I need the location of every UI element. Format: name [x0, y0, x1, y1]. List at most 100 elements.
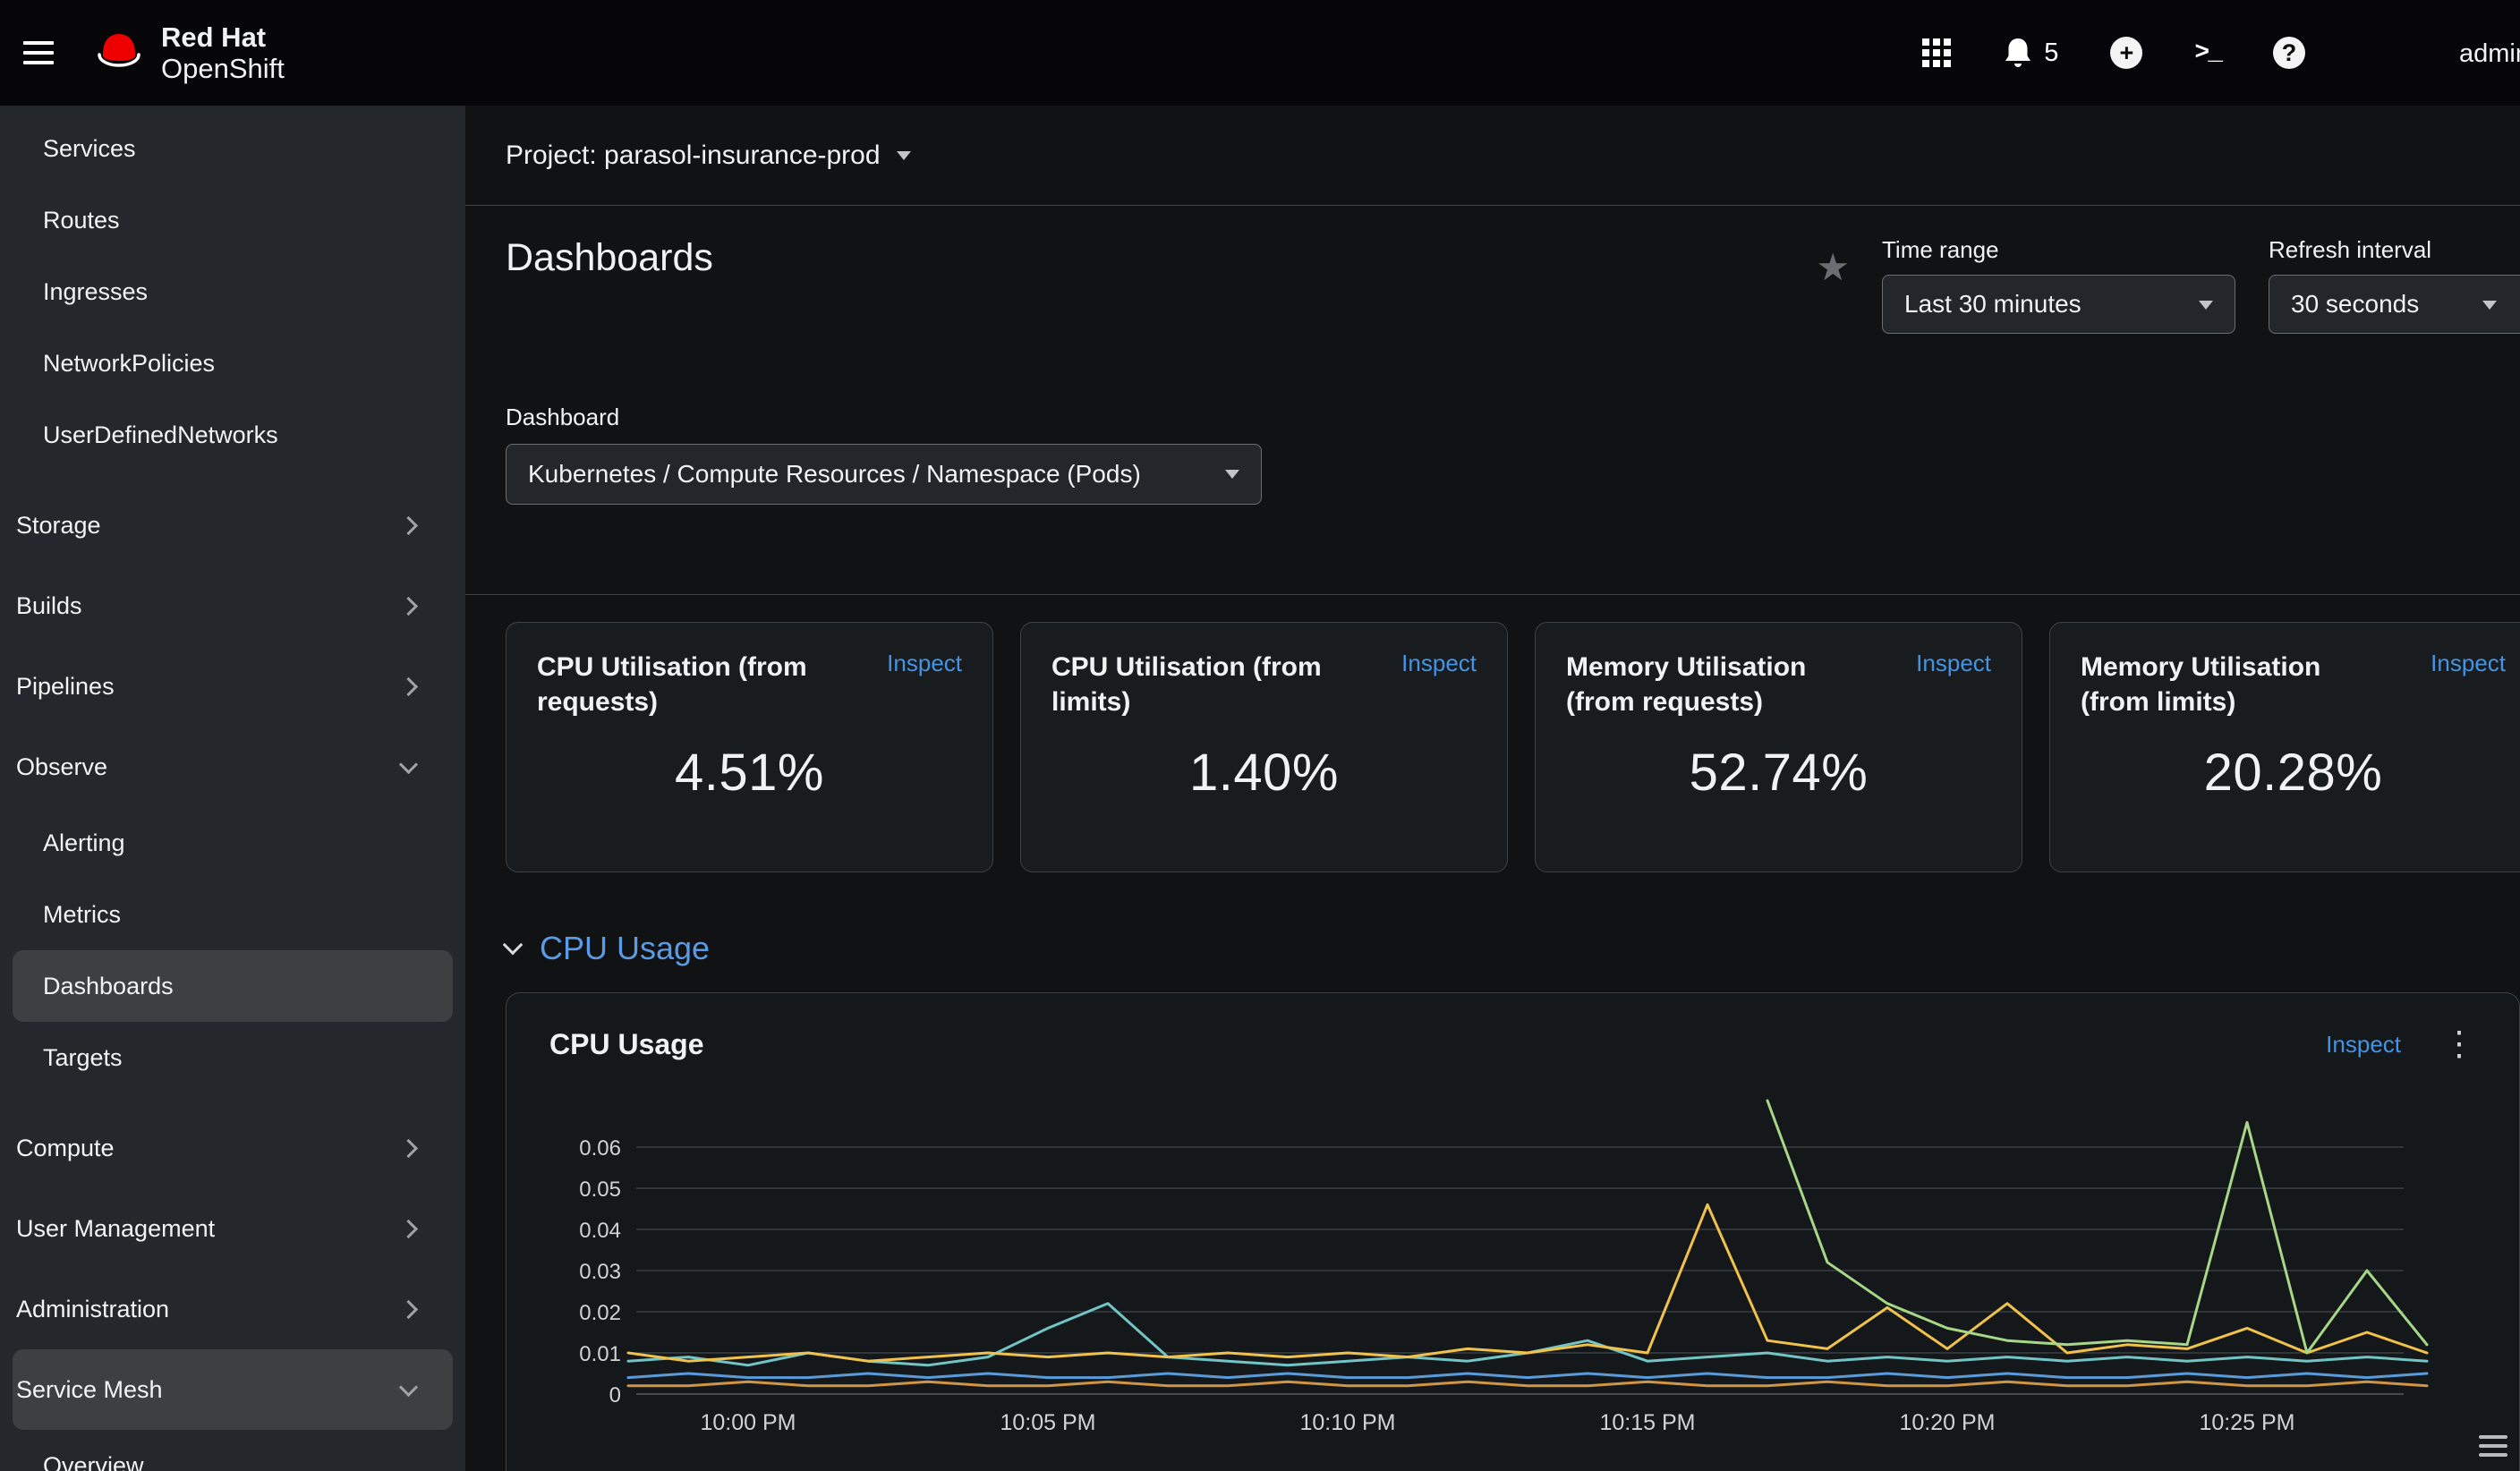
cpu-usage-chart-svg: 0 0.01 0.02 0.03 0.04 0.05 0.06 10:00 PM 10:05 P…	[579, 1099, 2429, 1435]
inspect-link[interactable]: Inspect	[887, 650, 962, 676]
sidebar-item-label: Compute	[16, 1134, 115, 1161]
sidebar-item-alerting[interactable]: Alerting	[13, 807, 453, 879]
favorite-star-icon[interactable]: ★	[1816, 246, 1850, 288]
chevron-down-icon	[398, 1377, 419, 1397]
app-launcher-icon[interactable]	[1922, 38, 1952, 67]
chevron-down-icon	[398, 754, 419, 774]
cpu-usage-section-title: CPU Usage	[540, 930, 711, 966]
svg-text:10:05 PM: 10:05 PM	[1000, 1410, 1095, 1435]
sidebar-item-services[interactable]: Services	[13, 113, 453, 184]
masthead: Red Hat OpenShift 5 + >_ ? adm	[0, 0, 2520, 106]
svg-text:10:25 PM: 10:25 PM	[2199, 1410, 2294, 1435]
sidebar-item-targets[interactable]: Targets	[13, 1022, 453, 1093]
brand-line1: Red Hat	[161, 21, 267, 53]
cpu-usage-chart: 0 0.01 0.02 0.03 0.04 0.05 0.06 10:00 PM 10:05 P…	[507, 1093, 2519, 1456]
svg-text:0.03: 0.03	[579, 1260, 621, 1284]
chart-line-series-blue	[626, 1372, 2429, 1380]
svg-text:0.01: 0.01	[579, 1342, 621, 1366]
cpu-usage-section-toggle[interactable]: CPU Usage	[502, 930, 2520, 967]
chart-options-icon[interactable]	[2479, 1430, 2520, 1469]
dashboard-label: Dashboard	[506, 404, 620, 430]
sidebar-item-observe[interactable]: Observe	[13, 727, 453, 807]
metric-card-memory-utilisation-from-limits-: Memory Utilisation (from limits) Inspect 2…	[2049, 622, 2520, 872]
sidebar-item-label: Targets	[43, 1043, 123, 1071]
notification-count: 5	[2044, 38, 2059, 67]
main-content: Project: parasol-insurance-prod Dashboar…	[465, 106, 2520, 1471]
time-range-label: Time range	[1882, 236, 1999, 263]
sidebar-item-label: Observe	[16, 753, 108, 780]
chevron-down-icon	[896, 150, 911, 160]
sidebar-item-label: Overview	[43, 1451, 144, 1471]
sidebar-item-pipelines[interactable]: Pipelines	[13, 646, 453, 727]
chevron-down-icon	[2199, 301, 2213, 310]
quick-create-icon[interactable]: +	[2110, 37, 2143, 69]
chart-line-series-yellow	[626, 1203, 2429, 1363]
sidebar-item-metrics[interactable]: Metrics	[13, 879, 453, 950]
time-range-select[interactable]: Last 30 minutes	[1882, 275, 2235, 334]
sidebar-item-label: UserDefinedNetworks	[43, 421, 278, 448]
brand-line2: OpenShift	[161, 53, 285, 84]
dashboard-select[interactable]: Kubernetes / Compute Resources / Namespa…	[506, 444, 1262, 505]
sidebar-item-ingresses[interactable]: Ingresses	[13, 256, 453, 327]
inspect-link[interactable]: Inspect	[1401, 650, 1477, 676]
sidebar-item-label: NetworkPolicies	[43, 349, 216, 377]
chart-card-title: CPU Usage	[549, 1027, 704, 1060]
chevron-right-icon	[398, 596, 419, 616]
chevron-down-icon	[2482, 301, 2497, 310]
sidebar-item-label: Administration	[16, 1295, 170, 1322]
sidebar-item-overview[interactable]: Overview	[13, 1430, 453, 1471]
chart-line-series-tan	[626, 1380, 2429, 1388]
refresh-interval-select[interactable]: 30 seconds	[2269, 275, 2520, 334]
sidebar-item-user-management[interactable]: User Management	[13, 1188, 453, 1269]
sidebar-item-label: Service Mesh	[16, 1375, 163, 1403]
metric-card-value: 4.51%	[675, 744, 824, 802]
sidebar-item-label: Pipelines	[16, 672, 115, 700]
sidebar-item-compute[interactable]: Compute	[13, 1108, 453, 1188]
sidebar-item-label: Services	[43, 134, 136, 162]
redhat-fedora-icon	[89, 30, 149, 77]
inspect-link[interactable]: Inspect	[2326, 1030, 2401, 1058]
help-icon[interactable]: ?	[2273, 37, 2305, 69]
sidebar-item-service-mesh[interactable]: Service Mesh	[13, 1349, 453, 1430]
metric-card-cpu-utilisation-from-limits-: CPU Utilisation (from limits) Inspect 1.40…	[1020, 622, 1508, 872]
kebab-menu-icon[interactable]: ⋮	[2442, 1025, 2476, 1063]
metric-card-title: CPU Utilisation (from limits)	[1051, 652, 1322, 717]
sidebar-nav: Services Routes Ingresses NetworkPolicies Us…	[0, 106, 465, 1471]
metric-card-value: 52.74%	[1689, 744, 1869, 802]
svg-text:0: 0	[609, 1383, 621, 1407]
sidebar-item-label: Storage	[16, 511, 101, 539]
sidebar-item-label: Ingresses	[43, 277, 149, 305]
sidebar-item-storage[interactable]: Storage	[13, 485, 453, 565]
sidebar-item-userdefinednetworks[interactable]: UserDefinedNetworks	[13, 399, 453, 471]
inspect-link[interactable]: Inspect	[1916, 650, 1991, 676]
time-range-value: Last 30 minutes	[1904, 290, 2082, 318]
metric-card-title: Memory Utilisation (from limits)	[2081, 652, 2321, 717]
project-selector[interactable]: Project: parasol-insurance-prod	[465, 106, 2520, 206]
sidebar-item-networkpolicies[interactable]: NetworkPolicies	[13, 327, 453, 399]
svg-text:0.04: 0.04	[579, 1219, 621, 1243]
notifications-bell-icon[interactable]: 5	[2003, 37, 2058, 69]
svg-text:10:15 PM: 10:15 PM	[1599, 1410, 1695, 1435]
hamburger-menu-icon[interactable]	[23, 35, 57, 71]
sidebar-item-builds[interactable]: Builds	[13, 565, 453, 646]
svg-text:0.05: 0.05	[579, 1178, 621, 1202]
svg-text:10:10 PM: 10:10 PM	[1299, 1410, 1395, 1435]
chevron-right-icon	[398, 676, 419, 696]
project-selector-label: Project: parasol-insurance-prod	[506, 140, 881, 170]
metric-card-title: CPU Utilisation (from requests)	[537, 652, 807, 717]
sidebar-item-administration[interactable]: Administration	[13, 1269, 453, 1349]
brand-logo[interactable]: Red Hat OpenShift	[89, 21, 285, 84]
section-divider	[465, 594, 2520, 595]
metric-card-title: Memory Utilisation (from requests)	[1566, 652, 1807, 717]
sidebar-item-dashboards[interactable]: Dashboards	[13, 950, 453, 1022]
chart-line-series-teal	[626, 1302, 2429, 1367]
user-menu[interactable]: admin	[2459, 39, 2520, 68]
svg-text:10:20 PM: 10:20 PM	[1899, 1410, 1995, 1435]
metric-card-memory-utilisation-from-requests-: Memory Utilisation (from requests) Inspec…	[1535, 622, 2022, 872]
terminal-icon[interactable]: >_	[2194, 38, 2223, 67]
chevron-right-icon	[398, 1138, 419, 1158]
sidebar-item-routes[interactable]: Routes	[13, 184, 453, 256]
inspect-link[interactable]: Inspect	[2431, 650, 2506, 676]
sidebar-item-label: Dashboards	[43, 972, 174, 999]
dashboard-select-value: Kubernetes / Compute Resources / Namespa…	[528, 460, 1141, 488]
